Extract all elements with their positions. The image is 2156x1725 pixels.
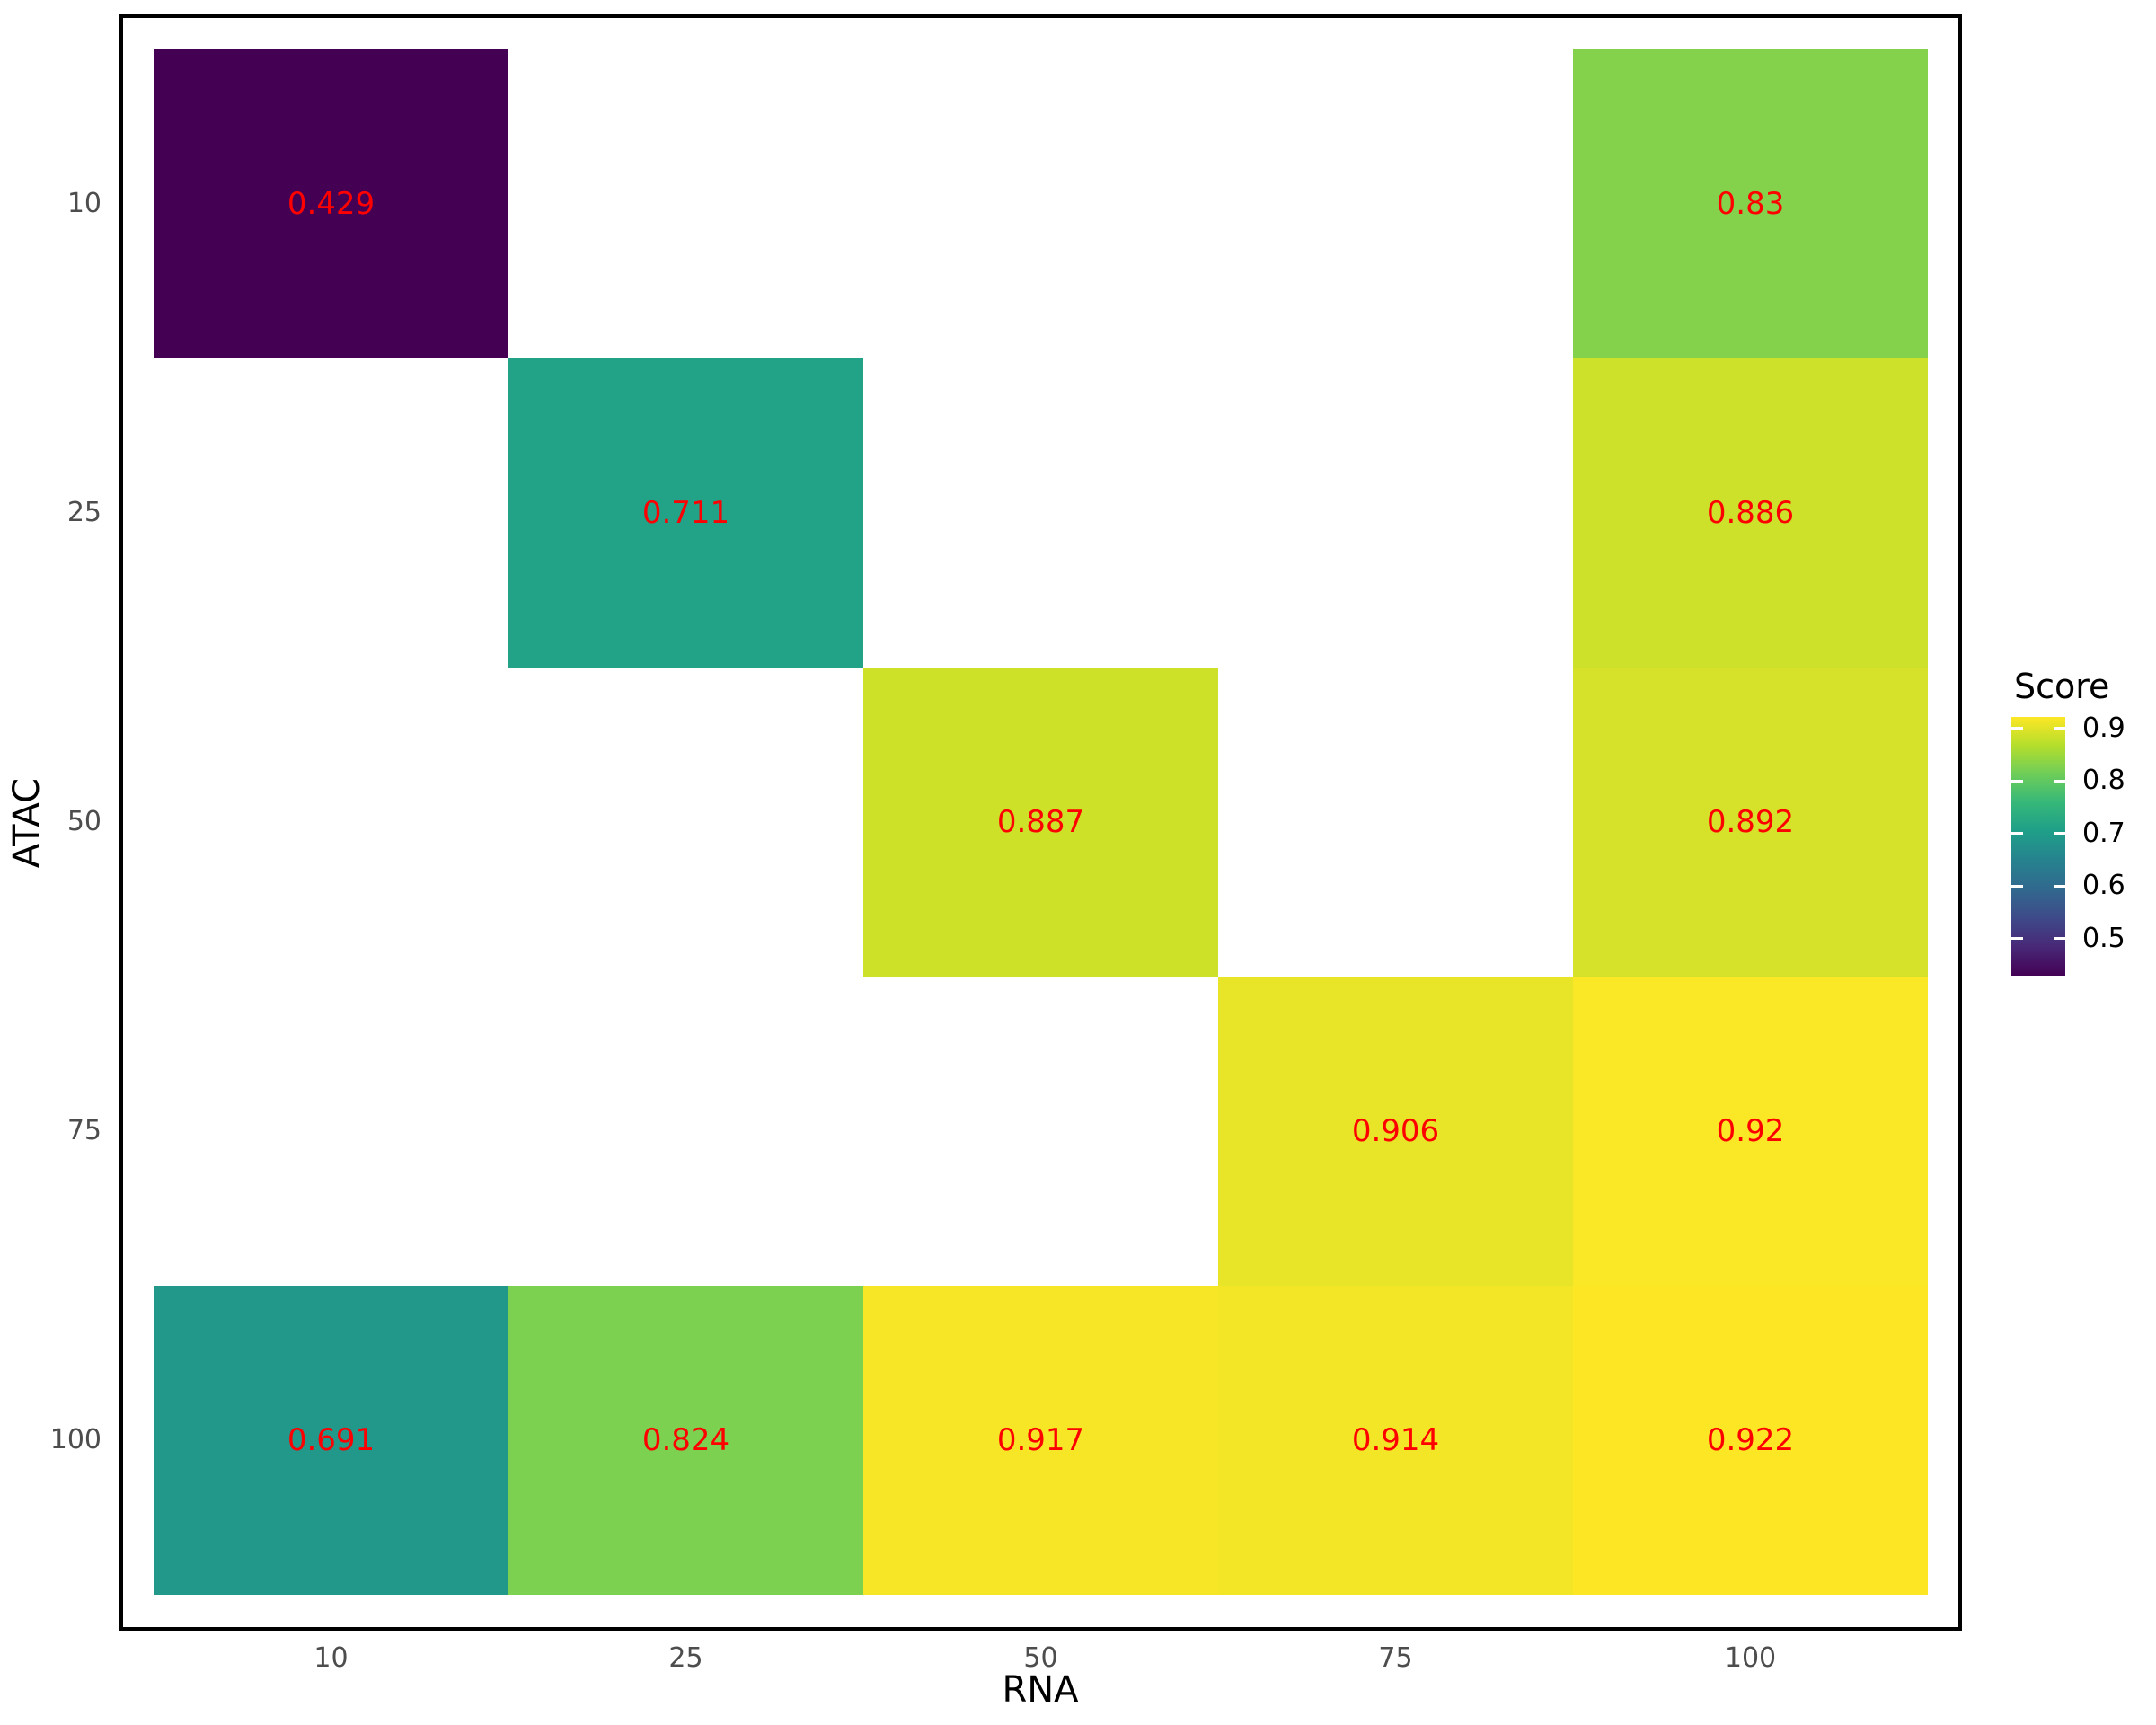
legend-tick-mark — [2054, 884, 2065, 888]
heatmap-tile-rna50-atac50: 0.887 — [863, 668, 1218, 977]
tile-value-label: 0.824 — [641, 1422, 730, 1458]
x-tick-label-50: 50 — [1023, 1642, 1058, 1674]
x-tick-label-75: 75 — [1378, 1642, 1413, 1674]
legend-tick-mark — [2011, 727, 2023, 730]
x-axis-title: RNA — [1002, 1669, 1079, 1711]
heatmap-tile-rna10-atac100: 0.691 — [154, 1286, 508, 1595]
tile-value-label: 0.922 — [1706, 1422, 1795, 1458]
legend-tick-mark — [2054, 727, 2065, 730]
x-tick-label-25: 25 — [668, 1642, 703, 1674]
heatmap-tile-rna25-atac25: 0.711 — [508, 358, 863, 668]
tile-value-label: 0.914 — [1351, 1422, 1440, 1458]
plot-panel: 0.429 0.83 0.711 0.886 0.887 0.892 0.906 0.92 0.… — [119, 14, 1962, 1631]
legend-title: Score — [2014, 667, 2110, 706]
tile-value-label: 0.691 — [287, 1422, 376, 1458]
heatmap-tile-rna75-atac100: 0.914 — [1218, 1286, 1573, 1595]
legend-tick-label-0.6: 0.6 — [2082, 870, 2125, 902]
legend-tick-mark — [2054, 779, 2065, 783]
tile-value-label: 0.886 — [1706, 495, 1795, 531]
legend-tick-mark — [2054, 937, 2065, 941]
heatmap-tile-rna100-atac25: 0.886 — [1573, 358, 1928, 668]
y-tick-label-25: 25 — [66, 497, 102, 528]
y-tick-label-75: 75 — [66, 1115, 102, 1146]
tile-value-label: 0.92 — [1716, 1113, 1785, 1149]
tile-value-label: 0.83 — [1716, 186, 1785, 222]
tile-value-label: 0.917 — [996, 1422, 1085, 1458]
tile-value-label: 0.906 — [1351, 1113, 1440, 1149]
tile-value-label: 0.887 — [996, 804, 1085, 840]
legend-tick-mark — [2011, 779, 2023, 783]
heatmap-tile-rna50-atac100: 0.917 — [863, 1286, 1218, 1595]
heatmap-tile-rna100-atac100: 0.922 — [1573, 1286, 1928, 1595]
y-tick-label-50: 50 — [66, 806, 102, 837]
legend-tick-mark — [2054, 832, 2065, 836]
legend-tick-label-0.5: 0.5 — [2082, 922, 2125, 954]
y-tick-label-10: 10 — [66, 188, 102, 219]
legend-tick-label-0.9: 0.9 — [2082, 712, 2125, 744]
heatmap-tile-rna100-atac75: 0.92 — [1573, 977, 1928, 1286]
legend-tick-mark — [2011, 884, 2023, 888]
y-tick-label-100: 100 — [49, 1424, 102, 1455]
legend-colorbar — [2011, 717, 2065, 976]
heatmap-tile-rna100-atac50: 0.892 — [1573, 668, 1928, 977]
x-tick-label-100: 100 — [1724, 1642, 1777, 1674]
tile-value-label: 0.429 — [287, 186, 376, 222]
y-axis-title: ATAC — [6, 777, 48, 869]
legend-tick-label-0.7: 0.7 — [2082, 817, 2125, 849]
heatmap-tile-rna75-atac75: 0.906 — [1218, 977, 1573, 1286]
heatmap-tile-rna10-atac10: 0.429 — [154, 49, 508, 358]
tile-value-label: 0.892 — [1706, 804, 1795, 840]
heatmap-tile-rna25-atac100: 0.824 — [508, 1286, 863, 1595]
legend-tick-mark — [2011, 832, 2023, 836]
legend-tick-mark — [2011, 937, 2023, 941]
legend-tick-label-0.8: 0.8 — [2082, 765, 2125, 797]
tile-value-label: 0.711 — [641, 495, 730, 531]
x-tick-label-10: 10 — [314, 1642, 349, 1674]
heatmap-tile-rna100-atac10: 0.83 — [1573, 49, 1928, 358]
